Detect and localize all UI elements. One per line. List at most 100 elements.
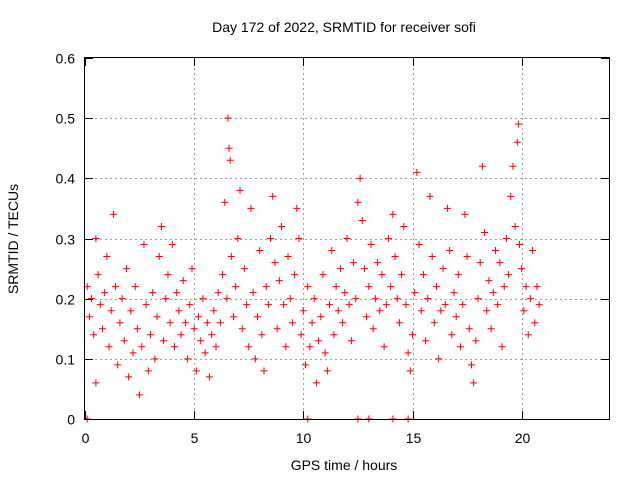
- data-markers: [83, 114, 543, 423]
- data-point: [184, 355, 192, 363]
- data-point: [179, 277, 187, 285]
- data-point: [489, 289, 497, 297]
- data-point: [157, 222, 165, 230]
- data-point: [433, 283, 441, 291]
- data-point: [356, 174, 364, 182]
- data-point: [496, 259, 504, 267]
- data-point: [142, 301, 150, 309]
- data-point: [212, 343, 220, 351]
- data-point: [363, 313, 371, 321]
- data-point: [339, 319, 347, 327]
- y-tick-label: 0.4: [56, 171, 76, 187]
- data-point: [511, 222, 519, 230]
- x-tick-label: 20: [515, 430, 531, 446]
- data-point: [243, 301, 251, 309]
- data-point: [358, 216, 366, 224]
- data-point: [424, 295, 432, 303]
- data-point: [467, 361, 475, 369]
- data-point: [164, 271, 172, 279]
- data-point: [533, 283, 541, 291]
- data-point: [136, 391, 144, 399]
- data-point: [151, 355, 159, 363]
- data-point: [94, 271, 102, 279]
- data-point: [245, 343, 253, 351]
- data-point: [160, 337, 168, 345]
- data-point: [181, 319, 189, 327]
- data-point: [166, 319, 174, 327]
- data-point: [221, 198, 229, 206]
- data-point: [310, 295, 318, 303]
- data-point: [485, 277, 493, 285]
- data-point: [470, 379, 478, 387]
- data-point: [293, 204, 301, 212]
- data-point: [280, 301, 288, 309]
- data-point: [122, 265, 130, 273]
- data-point: [507, 192, 515, 200]
- data-point: [138, 343, 146, 351]
- data-point: [518, 265, 526, 273]
- data-point: [188, 265, 196, 273]
- x-tick-label: 15: [406, 430, 422, 446]
- data-point: [465, 325, 473, 333]
- data-point: [190, 325, 198, 333]
- data-point: [520, 307, 528, 315]
- data-point: [131, 283, 139, 291]
- data-point: [404, 349, 412, 357]
- data-point: [216, 319, 224, 327]
- data-point: [398, 271, 406, 279]
- y-tick-label: 0.1: [56, 352, 76, 368]
- data-point: [391, 253, 399, 261]
- data-point: [144, 367, 152, 375]
- data-point: [380, 343, 388, 351]
- data-point: [526, 295, 534, 303]
- data-point: [286, 295, 294, 303]
- data-point: [133, 325, 141, 333]
- data-point: [109, 210, 117, 218]
- data-point: [251, 355, 259, 363]
- data-point: [332, 283, 340, 291]
- data-point: [406, 367, 414, 375]
- data-point: [240, 265, 248, 273]
- data-point: [88, 295, 96, 303]
- data-point: [341, 289, 349, 297]
- data-point: [295, 235, 303, 242]
- data-point: [514, 120, 522, 128]
- data-point: [308, 319, 316, 327]
- y-tick-label: 0.5: [56, 111, 76, 127]
- data-point: [297, 331, 305, 339]
- data-point: [214, 289, 222, 297]
- data-point: [378, 271, 386, 279]
- data-point: [186, 301, 194, 309]
- data-point: [326, 301, 334, 309]
- data-point: [395, 319, 403, 327]
- data-point: [463, 253, 471, 261]
- data-point: [426, 192, 434, 200]
- data-point: [227, 253, 235, 261]
- data-point: [210, 307, 218, 315]
- data-point: [509, 162, 517, 170]
- data-point: [155, 253, 163, 261]
- data-point: [317, 313, 325, 321]
- data-point: [476, 259, 484, 267]
- data-point: [219, 271, 227, 279]
- data-point: [284, 253, 292, 261]
- data-point: [409, 331, 416, 339]
- data-point: [223, 295, 231, 303]
- data-point: [304, 283, 312, 291]
- data-point: [529, 247, 537, 255]
- data-point: [112, 283, 120, 291]
- data-point: [430, 319, 438, 327]
- x-tick-label: 10: [296, 430, 312, 446]
- data-point: [393, 295, 401, 303]
- data-point: [258, 331, 266, 339]
- data-point: [422, 337, 430, 345]
- data-point: [531, 319, 539, 327]
- data-point: [459, 301, 467, 309]
- data-point: [125, 373, 133, 381]
- x-tick-label: 5: [191, 430, 199, 446]
- data-point: [419, 271, 427, 279]
- data-point: [481, 228, 489, 236]
- data-point: [454, 271, 462, 279]
- data-point: [247, 204, 255, 212]
- data-point: [288, 319, 296, 327]
